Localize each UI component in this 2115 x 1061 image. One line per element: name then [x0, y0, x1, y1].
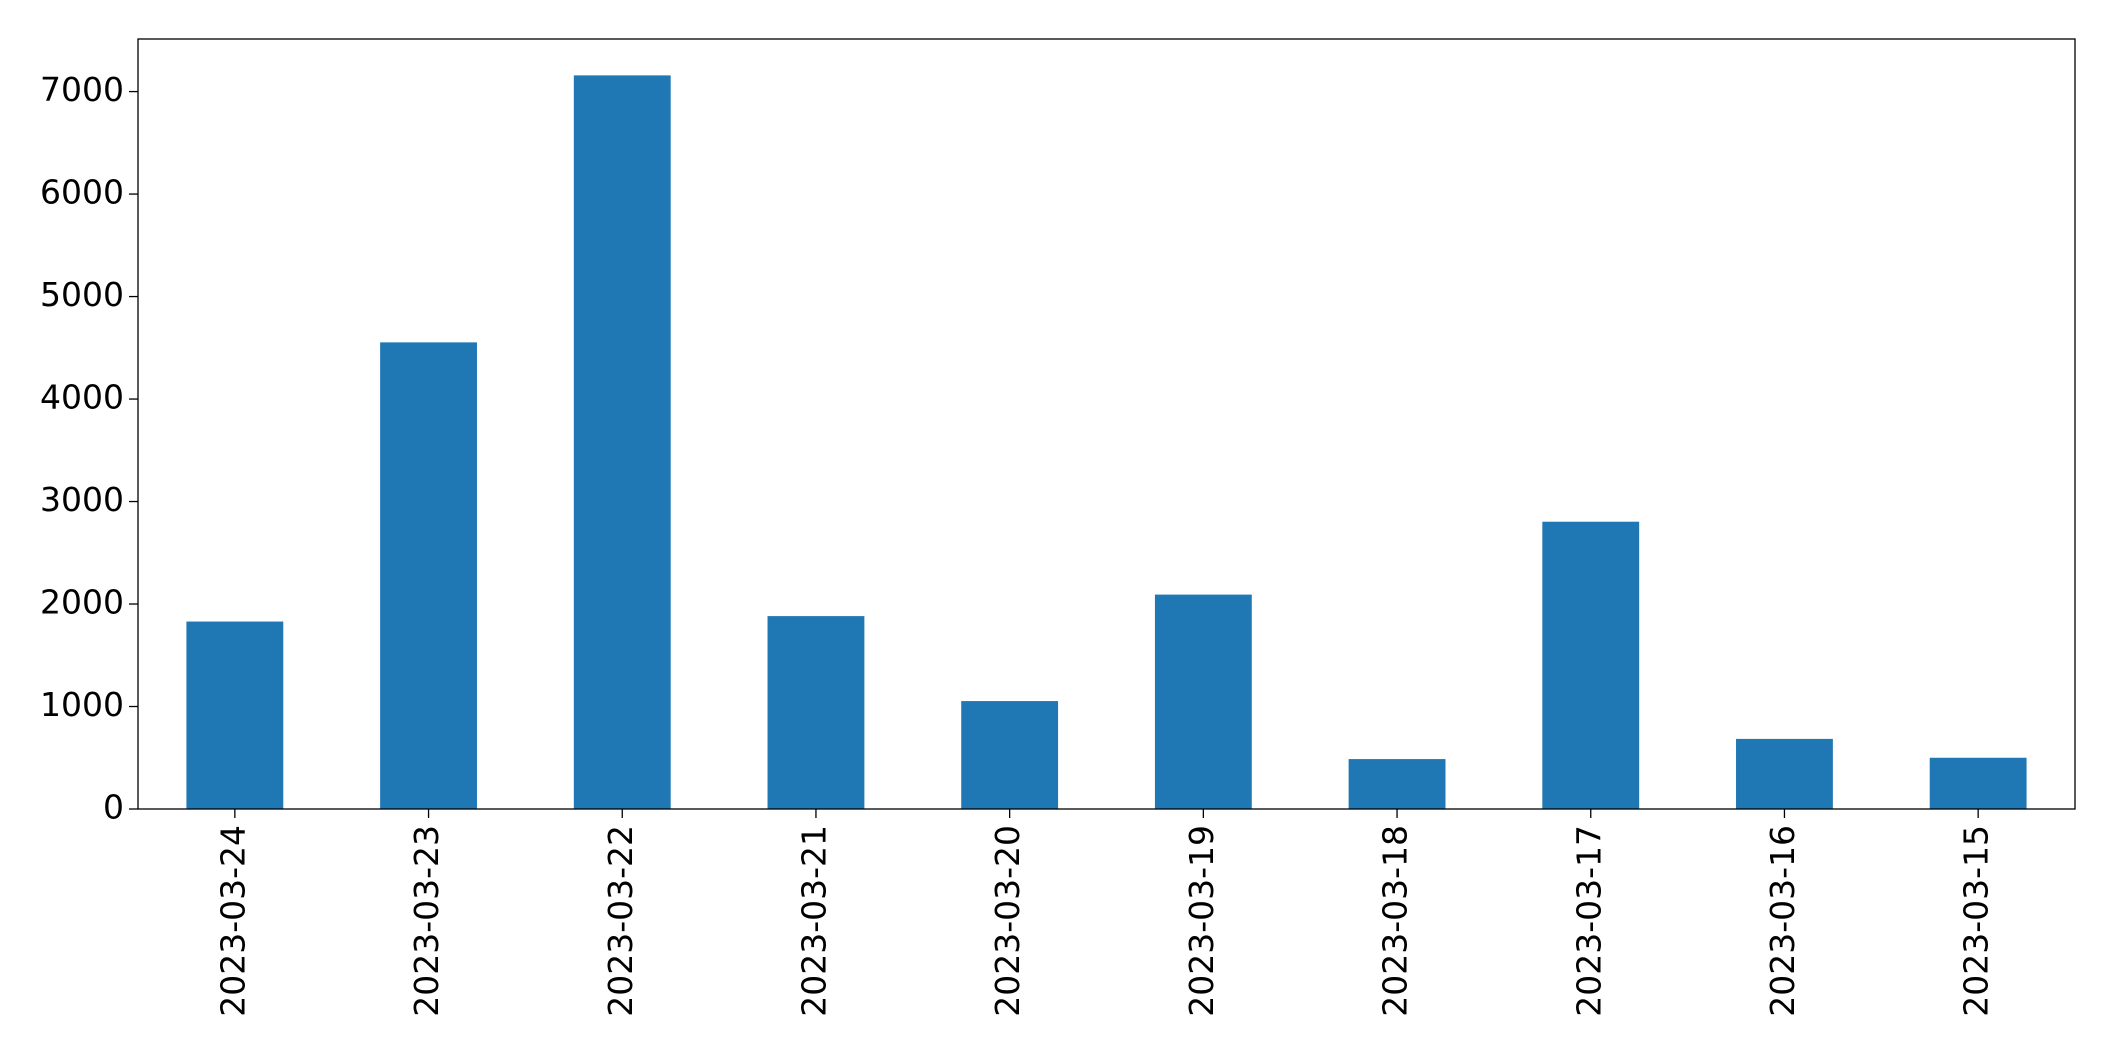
x-tick-label: 2023-03-20 [988, 825, 1027, 1017]
bar [1348, 759, 1446, 809]
y-tick-label: 5000 [40, 275, 124, 314]
y-tick-label: 1000 [40, 685, 124, 724]
y-tick-label: 4000 [40, 378, 124, 417]
x-tick-label: 2023-03-16 [1763, 825, 1802, 1017]
bar [1542, 521, 1640, 809]
bar [380, 342, 477, 809]
x-tick-label: 2023-03-24 [213, 825, 252, 1017]
bar [186, 621, 284, 809]
y-tick-label: 7000 [40, 70, 124, 109]
y-tick-label: 3000 [40, 480, 124, 519]
bar [961, 701, 1059, 809]
x-tick-label: 2023-03-18 [1376, 825, 1415, 1017]
x-tick-label: 2023-03-21 [794, 825, 833, 1017]
bar [1736, 738, 1833, 809]
x-tick-label: 2023-03-15 [1957, 825, 1996, 1017]
bar [573, 75, 671, 809]
bar [1154, 594, 1252, 809]
y-tick-label: 2000 [40, 583, 124, 622]
plot-frame [137, 38, 2076, 810]
bar [767, 616, 865, 809]
y-tick-label: 6000 [40, 173, 124, 212]
bar [1929, 757, 2027, 809]
x-tick-label: 2023-03-22 [601, 825, 640, 1017]
x-tick-label: 2023-03-17 [1569, 825, 1608, 1017]
y-tick-label: 0 [103, 788, 124, 827]
x-tick-label: 2023-03-19 [1182, 825, 1221, 1017]
x-tick-label: 2023-03-23 [407, 825, 446, 1017]
